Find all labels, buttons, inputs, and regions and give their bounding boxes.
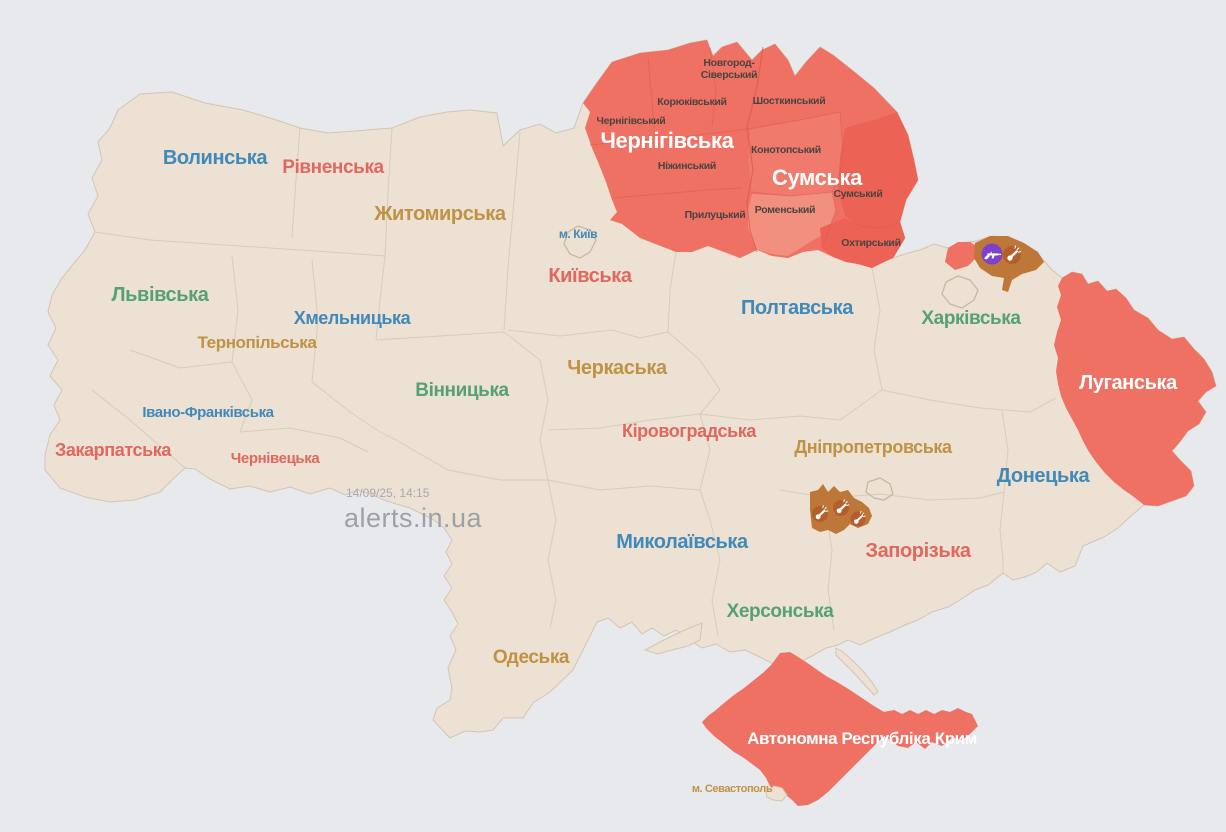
district-label-romenskyi: Роменський	[755, 204, 815, 216]
kyiv-city-outline[interactable]	[563, 225, 597, 259]
district-label-sumskyi: Сумський	[834, 188, 883, 200]
district-label-nizhynskyi: Ніжинський	[658, 160, 716, 172]
watermark-brand: alerts.in.ua	[344, 503, 483, 533]
zaporizhzhia-city-outline[interactable]	[865, 477, 894, 501]
alert-label-chernihivska: Чернігівська	[601, 128, 735, 153]
oblast-label-zakarpatska: Закарпатська	[55, 440, 172, 460]
district-borders	[589, 47, 901, 249]
oblast-label-kyivska: Київська	[548, 265, 633, 287]
chernihiv-sumy-oblast-border	[746, 46, 764, 253]
alert-label-crimea: Автономна Республіка Крим	[747, 729, 977, 748]
district-konotopskyi[interactable]	[748, 112, 843, 196]
oblast-label-volynska: Волинська	[163, 147, 268, 169]
oblast-label-vinnytska: Вінницька	[415, 380, 509, 401]
oblast-label-donetska: Донецька	[997, 465, 1091, 487]
oblast-label-ternopilska: Тернопільська	[198, 333, 318, 352]
district-okhtyrskyi[interactable]	[820, 218, 905, 268]
oblast-label-mykolaivska: Миколаївська	[616, 531, 749, 553]
oblast-label-zaporizka: Запорізька	[865, 540, 971, 562]
district-sumskyi[interactable]	[838, 112, 918, 228]
region-arabat-spit	[835, 647, 879, 696]
city-label-sevastopol: м. Севастополь	[692, 783, 773, 795]
oblast-label-lvivska: Львівська	[112, 284, 210, 306]
district-label-prylutskyi: Прилуцький	[685, 209, 746, 221]
alert-label-luhanska: Луганська	[1079, 372, 1178, 394]
oblast-label-ivano-frankivska: Івано-Франківська	[142, 404, 274, 421]
oblast-label-kirovohradska: Кіровоградська	[622, 421, 757, 441]
alert-region-luhansk[interactable]	[1054, 272, 1216, 506]
alert-region-crimea[interactable]	[702, 652, 978, 806]
district-romenskyi[interactable]	[748, 192, 836, 256]
district-label-konotopskyi: Конотопський	[751, 144, 821, 156]
region-kinburn-spit	[643, 622, 703, 655]
oblast-label-chernivetska: Чернівецька	[231, 450, 321, 467]
oblast-label-cherkaska: Черкаська	[567, 357, 668, 379]
oblast-label-rivnenska: Рівненська	[282, 157, 384, 178]
oblast-label-zhytomyrska: Житомирська	[373, 203, 507, 225]
oblast-label-dnipropetrovska: Дніпропетровська	[794, 437, 953, 457]
alert-hromada-kharkiv-border[interactable]	[945, 242, 978, 270]
district-label-okhtyrskyi: Охтирський	[841, 237, 900, 249]
district-label-koriukivskyi: Корюківський	[657, 96, 726, 108]
district-label-shostkynskyi: Шосткинський	[753, 95, 826, 107]
district-label-chernihivskyi: Чернігівський	[597, 115, 666, 127]
district-label-novhorod-siverskyi: Новгород-Сіверський	[701, 57, 758, 81]
region-sevastopol[interactable]	[765, 785, 788, 802]
watermark-timestamp: 14/09/25, 14:15	[346, 486, 430, 500]
oblast-label-khersonska: Херсонська	[727, 601, 835, 622]
oblast-label-khmelnytska: Хмельницька	[294, 308, 412, 328]
alert-label-sumska: Сумська	[772, 165, 863, 190]
kharkiv-city-outline[interactable]	[941, 275, 979, 309]
oblast-label-poltavska: Полтавська	[741, 297, 854, 319]
oblast-label-kharkivska: Харківська	[921, 308, 1021, 329]
city-label-kyiv: м. Київ	[559, 227, 597, 241]
oblast-label-odeska: Одеська	[493, 647, 570, 668]
oblast-borders	[91, 127, 1057, 637]
